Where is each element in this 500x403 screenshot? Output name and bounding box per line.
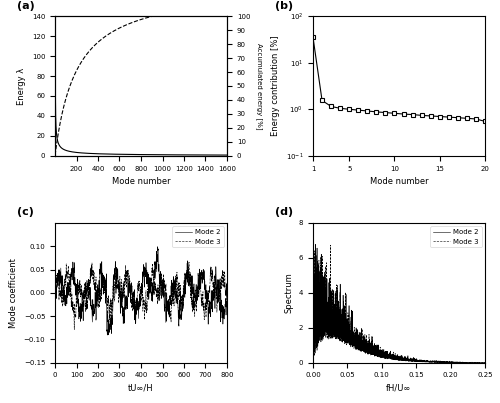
Mode 2 [482,360,488,365]
Mode 2 [477,360,483,365]
Mode 3 [130,301,136,306]
Mode 3 [446,359,452,364]
Text: (b): (b) [275,0,293,10]
Mode 3 [482,360,488,365]
Mode 2 [55,269,61,274]
Mode 2 [389,355,395,359]
Y-axis label: Energy λ: Energy λ [17,67,26,105]
Mode 3 [389,355,395,360]
X-axis label: Mode number: Mode number [370,177,428,186]
Text: (a): (a) [17,0,35,10]
Mode 3 [224,301,230,306]
Mode 2 [224,293,230,298]
Legend: Mode 2, Mode 3: Mode 2, Mode 3 [172,226,224,247]
Mode 2 [213,275,219,280]
Mode 2 [482,360,488,365]
Mode 2 [446,360,452,365]
X-axis label: fH/U∞: fH/U∞ [386,384,411,393]
Y-axis label: Mode coefficient: Mode coefficient [9,258,18,328]
Mode 3 [72,327,78,332]
Text: (c): (c) [17,208,34,217]
Mode 3 [213,286,219,291]
Mode 3 [480,360,486,365]
Line: Mode 3: Mode 3 [313,245,485,363]
Line: Mode 2: Mode 2 [313,244,485,363]
Mode 2 [171,287,177,291]
Mode 2 [104,332,110,337]
Line: Mode 3: Mode 3 [55,262,227,330]
Mode 3 [140,302,146,307]
Mode 2 [83,294,89,299]
Mode 2 [154,244,160,249]
Mode 2 [477,360,483,365]
Mode 3 [319,311,325,316]
Mode 3 [55,279,61,284]
Mode 2 [130,291,136,295]
Mode 3 [186,260,192,264]
Y-axis label: Accumulated energy [%]: Accumulated energy [%] [256,43,262,129]
Mode 3 [170,285,176,289]
Mode 2 [140,274,146,279]
Mode 3 [477,360,483,365]
Y-axis label: Energy contribution [%]: Energy contribution [%] [271,36,280,136]
Mode 3 [477,360,483,365]
Mode 3 [52,274,58,279]
Line: Mode 2: Mode 2 [55,247,227,335]
Mode 3 [310,323,316,328]
Mode 2 [394,355,400,359]
Mode 3 [83,306,89,311]
Mode 2 [312,242,318,247]
Legend: Mode 2, Mode 3: Mode 2, Mode 3 [430,226,482,247]
Y-axis label: Spectrum: Spectrum [284,272,293,313]
X-axis label: Mode number: Mode number [112,177,170,186]
Mode 2 [52,289,58,294]
Text: (d): (d) [275,208,293,217]
Mode 2 [319,284,325,289]
Mode 3 [394,356,400,361]
X-axis label: tU∞/H: tU∞/H [128,384,154,393]
Mode 2 [310,272,316,276]
Mode 3 [328,243,334,247]
